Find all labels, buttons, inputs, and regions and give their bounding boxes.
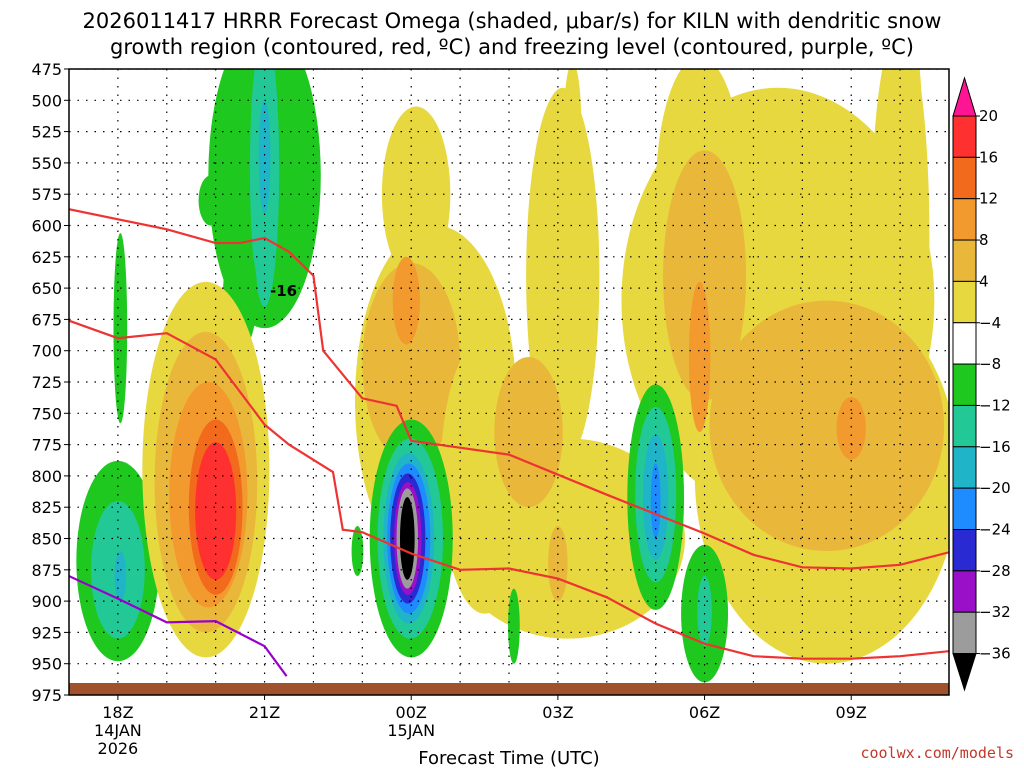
y-tick-label-17: 900 <box>31 592 62 611</box>
omega-region-31 <box>399 497 415 580</box>
omega-region-41 <box>663 150 747 401</box>
omega-region-20 <box>563 69 582 188</box>
omega-region-47 <box>650 463 661 539</box>
y-tick-label-16: 875 <box>31 561 62 580</box>
y-tick-label-10: 725 <box>31 373 62 392</box>
omega-region-38 <box>907 69 923 201</box>
omega-region-4 <box>198 175 223 226</box>
colorbar-label-4: 4 <box>979 272 989 290</box>
x-tick-label-1: 21Z <box>249 703 280 722</box>
colorbar-swatch-9 <box>952 487 977 530</box>
contour-label: -16 <box>270 282 297 300</box>
x-tick-label-5: 09Z <box>836 703 867 722</box>
colorbar-label-11: −28 <box>979 562 1011 580</box>
colorbar-label-12: −32 <box>979 603 1011 621</box>
colorbar-swatch-3 <box>952 239 977 282</box>
colorbar-label-7: −12 <box>979 396 1011 414</box>
omega-region-22 <box>494 356 563 508</box>
y-tick-label-1: 500 <box>31 91 62 110</box>
omega-shading <box>76 69 949 683</box>
dgz-upper-contour <box>69 208 949 570</box>
colorbar-label-8: −16 <box>979 438 1011 456</box>
omega-region-43 <box>836 397 866 460</box>
colorbar-label-6: −8 <box>979 355 1001 373</box>
y-tick-label-15: 850 <box>31 530 62 549</box>
colorbar-top-arrow <box>952 76 977 117</box>
colorbar: 20 16 12 8 4 −4 −8 −12 −16 −20 −24 −28 −32 −36 <box>952 76 1011 692</box>
x-tick-year-0: 2026 <box>98 739 139 758</box>
colorbar-label-3: 8 <box>979 231 989 249</box>
colorbar-label-0: 20 <box>979 107 998 125</box>
colorbar-swatch-2 <box>952 198 977 241</box>
colorbar-label-2: 12 <box>979 190 998 208</box>
omega-region-17 <box>392 256 421 345</box>
colorbar-swatch-5 <box>952 322 977 365</box>
chart-title-line2: growth region (contoured, red, ºC) and f… <box>110 35 914 59</box>
y-tick-label-19: 950 <box>31 655 62 674</box>
contour-lines <box>69 208 949 677</box>
colorbar-label-9: −20 <box>979 479 1011 497</box>
x-tick-date-2: 15JAN <box>387 721 435 740</box>
omega-region-33 <box>508 588 520 664</box>
ground-strip <box>69 683 949 695</box>
x-tick-label-2: 00Z <box>396 703 427 722</box>
y-axis: 475 500 525 550 575 600 625 650 675 700 725 750 775 8… <box>31 60 69 705</box>
colorbar-swatch-4 <box>952 280 977 324</box>
y-tick-label-0: 475 <box>31 60 62 79</box>
omega-region-49 <box>697 576 712 647</box>
y-tick-label-2: 525 <box>31 123 62 142</box>
y-tick-label-4: 575 <box>31 185 62 204</box>
omega-region-5 <box>113 233 128 424</box>
y-tick-label-5: 600 <box>31 217 62 236</box>
y-tick-label-6: 625 <box>31 248 62 267</box>
colorbar-swatch-6 <box>952 363 977 406</box>
colorbar-swatch-1 <box>952 156 977 200</box>
omega-region-42 <box>688 281 711 433</box>
omega-region-40 <box>709 300 945 552</box>
y-tick-label-9: 700 <box>31 342 62 361</box>
omega-region-13 <box>195 442 237 580</box>
y-tick-label-14: 825 <box>31 498 62 517</box>
omega-region-8 <box>114 551 127 602</box>
y-tick-label-11: 750 <box>31 404 62 423</box>
colorbar-label-10: −24 <box>979 521 1011 539</box>
y-tick-label-7: 650 <box>31 279 62 298</box>
omega-region-23 <box>548 525 568 602</box>
y-tick-label-8: 675 <box>31 310 62 329</box>
colorbar-bottom-arrow <box>952 653 977 692</box>
y-tick-label-12: 775 <box>31 436 62 455</box>
y-tick-label-20: 975 <box>31 686 62 705</box>
dgz-lower-contour <box>69 319 949 660</box>
credit-text: coolwx.com/models <box>860 744 1014 762</box>
y-tick-label-3: 550 <box>31 154 62 173</box>
x-tick-label-0: 18Z <box>102 703 133 722</box>
colorbar-label-1: 16 <box>979 148 998 166</box>
colorbar-swatch-8 <box>952 446 977 489</box>
colorbar-swatch-7 <box>952 404 977 448</box>
omega-region-36 <box>675 69 715 170</box>
y-tick-label-13: 800 <box>31 467 62 486</box>
omega-region-2 <box>258 100 271 213</box>
omega-region-15 <box>381 106 451 282</box>
colorbar-label-13: −36 <box>979 645 1011 663</box>
x-tick-label-3: 03Z <box>542 703 573 722</box>
omega-region-32 <box>351 525 364 577</box>
y-tick-label-18: 925 <box>31 623 62 642</box>
colorbar-swatch-11 <box>952 570 977 613</box>
colorbar-swatch-12 <box>952 611 977 655</box>
chart-title-line1: 2026011417 HRRR Forecast Omega (shaded, … <box>83 9 942 33</box>
x-axis-label: Forecast Time (UTC) <box>418 748 599 768</box>
plot-area: -16 <box>68 68 950 696</box>
freezing-level-contour <box>69 575 288 677</box>
colorbar-swatch-10 <box>952 529 977 572</box>
x-tick-label-4: 06Z <box>689 703 720 722</box>
x-tick-date-0: 14JAN <box>94 721 142 740</box>
colorbar-swatch-0 <box>952 115 977 158</box>
colorbar-label-5: −4 <box>979 314 1001 332</box>
